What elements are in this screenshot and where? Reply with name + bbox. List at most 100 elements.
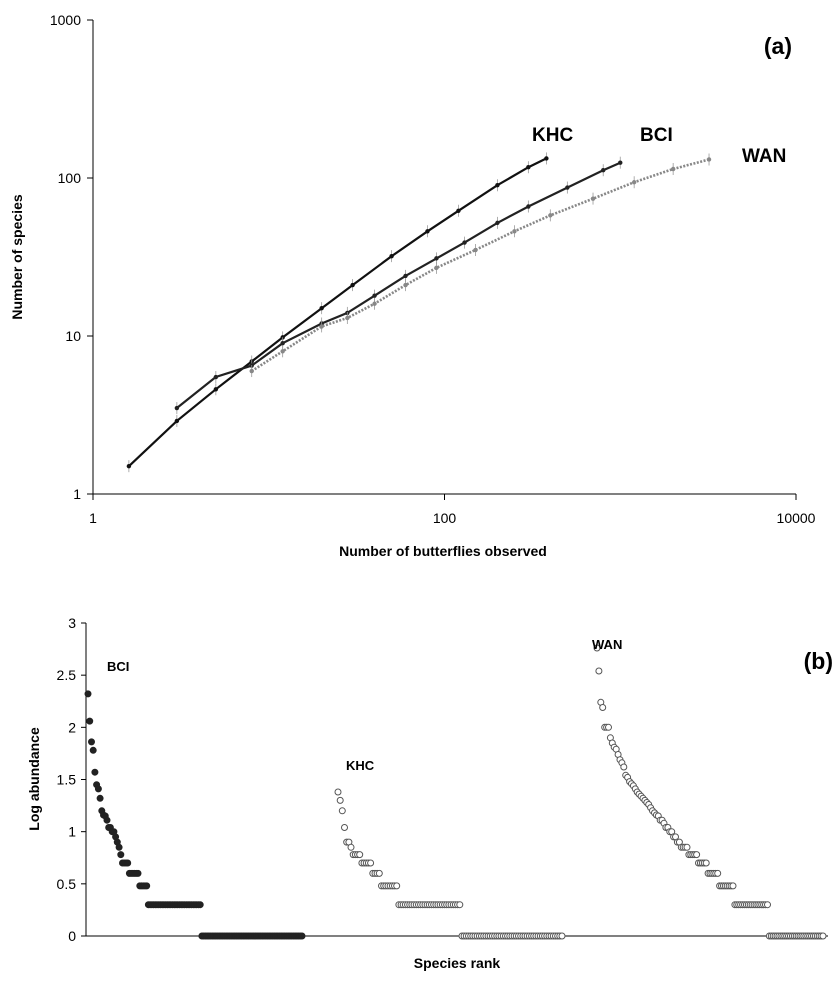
panel-b-point-wan (819, 932, 827, 940)
panel-b-point-wan (702, 859, 710, 867)
panel-a-point-wan (670, 166, 676, 172)
panel-a-point-khc (319, 305, 324, 311)
panel-a-point-khc (526, 165, 531, 170)
panel-b-y-tick-label: 0 (68, 928, 76, 944)
panel-b-point-bci (298, 932, 306, 940)
panel-b-y-tick-label: 0.5 (57, 876, 77, 892)
panel-b-point-wan (693, 851, 701, 859)
panel-a-y-tick-label: 10 (65, 328, 81, 344)
panel-a-point-bci (601, 168, 606, 173)
panel-a-points (126, 152, 712, 473)
panel-a-point-wan (473, 247, 478, 253)
panel-a-point-khc (544, 156, 549, 161)
panel-a-point-khc (456, 208, 461, 214)
panel-b-y-tick-label: 2 (68, 719, 76, 735)
panel-a-point-bci (372, 293, 377, 298)
panel-a-point-wan (590, 196, 596, 201)
panel-a-series-label-bci: BCI (640, 125, 673, 146)
panel-a-point-bci (526, 204, 531, 209)
panel-a-point-bci (174, 405, 180, 411)
panel-a-point-wan (372, 301, 377, 306)
panel-b-point-bci (134, 869, 142, 877)
panel-b-series-label-wan: WAN (592, 637, 622, 652)
panel-a-x-tick-label: 1 (89, 510, 97, 526)
panel-b-point-khc (356, 851, 364, 859)
panel-a-point-bci (495, 220, 500, 226)
panel-b-point-bci (91, 768, 99, 776)
panel-a-label: (a) (764, 33, 792, 59)
panel-b-point-wan (605, 723, 612, 731)
panel-b-point-bci (89, 746, 97, 754)
panel-a-point-wan (249, 368, 254, 374)
panel-b-x-axis-title: Species rank (414, 955, 501, 971)
panel-a-point-khc (495, 183, 500, 188)
panel-a-point-khc (213, 387, 219, 392)
panel-a-x-tick-label: 10000 (777, 510, 816, 526)
panel-a-curve-wan (251, 158, 710, 373)
panel-a-point-wan (319, 324, 324, 329)
panel-a-point-khc (425, 229, 430, 234)
panel-b-point-khc (347, 843, 355, 851)
panel-b: 0 0.5 1 1.5 2 2.5 3 Species rank Log abundance… (26, 615, 833, 971)
panel-b-point-bci (96, 794, 104, 802)
panel-b-point-wan (764, 901, 771, 909)
panel-b-point-wan (593, 644, 601, 652)
panel-a-curve-bci (176, 161, 621, 409)
panel-b-y-axis-title: Log abundance (26, 727, 42, 831)
panel-b-point-khc (456, 901, 464, 909)
panel-b-series-label-khc: KHC (346, 758, 375, 773)
panel-a-point-khc (389, 253, 394, 259)
panel-a-point-khc (126, 463, 132, 469)
panel-a-point-wan (512, 229, 517, 234)
panel-b-point-bci (84, 690, 92, 698)
panel-b-point-bci (196, 901, 204, 909)
panel-a-point-bci (565, 185, 570, 190)
panel-a-point-wan (631, 180, 637, 185)
panel-b-point-wan (683, 843, 691, 851)
panel-a-point-khc (350, 282, 355, 288)
panel-a-series-label-wan: WAN (742, 146, 786, 167)
panel-b-point-bci (88, 738, 95, 746)
panel-a-y-axis-title: Number of species (9, 194, 25, 319)
panel-b-ticks: 0 0.5 1 1.5 2 2.5 3 (57, 615, 86, 944)
panel-b-point-khc (341, 824, 348, 831)
panel-b-point-bci (115, 843, 123, 851)
panel-a-point-bci (403, 273, 408, 279)
panel-a-point-khc (174, 418, 180, 424)
panel-b-point-bci (86, 717, 94, 725)
panel-a-point-bci (434, 256, 439, 261)
panel-a-y-tick-label: 1 (73, 486, 81, 502)
panel-b-point-bci (94, 785, 102, 793)
panel-a-series-label-khc: KHC (532, 125, 573, 146)
panel-b-point-wan (729, 882, 737, 890)
panel-a-y-tick-label: 100 (58, 170, 82, 186)
panel-a-ticks: 1 100 10000 1 10 100 1000 (50, 12, 816, 526)
panel-a-point-bci (213, 374, 219, 380)
panel-a-point-bci (280, 341, 285, 346)
panel-b-point-khc (375, 869, 383, 877)
panel-a-curve-khc (128, 157, 547, 468)
panel-a-x-tick-label: 100 (433, 510, 457, 526)
panel-a-point-wan (548, 213, 553, 218)
panel-b-point-wan (595, 667, 603, 675)
panel-b-point-bci (117, 851, 125, 859)
panel-b-point-bci (143, 882, 151, 890)
panel-b-y-tick-label: 3 (68, 615, 76, 631)
panel-b-point-wan (714, 869, 722, 877)
panel-a-point-wan (345, 315, 350, 321)
panel-a-point-wan (403, 282, 408, 288)
panel-b-label: (b) (804, 648, 833, 674)
panel-a-curves (128, 157, 710, 468)
panel-a-x-axis-title: Number of butterflies observed (339, 543, 547, 559)
panel-a-point-bci (618, 160, 623, 165)
panel-a-point-wan (434, 265, 439, 271)
panel-a-point-wan (706, 157, 712, 162)
panel-b-point-bci (103, 816, 111, 824)
panel-b-y-tick-label: 2.5 (57, 667, 77, 683)
panel-b-point-khc (558, 932, 566, 940)
panel-b-y-tick-label: 1 (68, 824, 76, 840)
panel-b-point-khc (334, 788, 342, 796)
panel-a: 1 100 10000 1 10 100 1000 Number of butterflie… (9, 12, 816, 559)
panel-b-point-bci (124, 859, 132, 867)
